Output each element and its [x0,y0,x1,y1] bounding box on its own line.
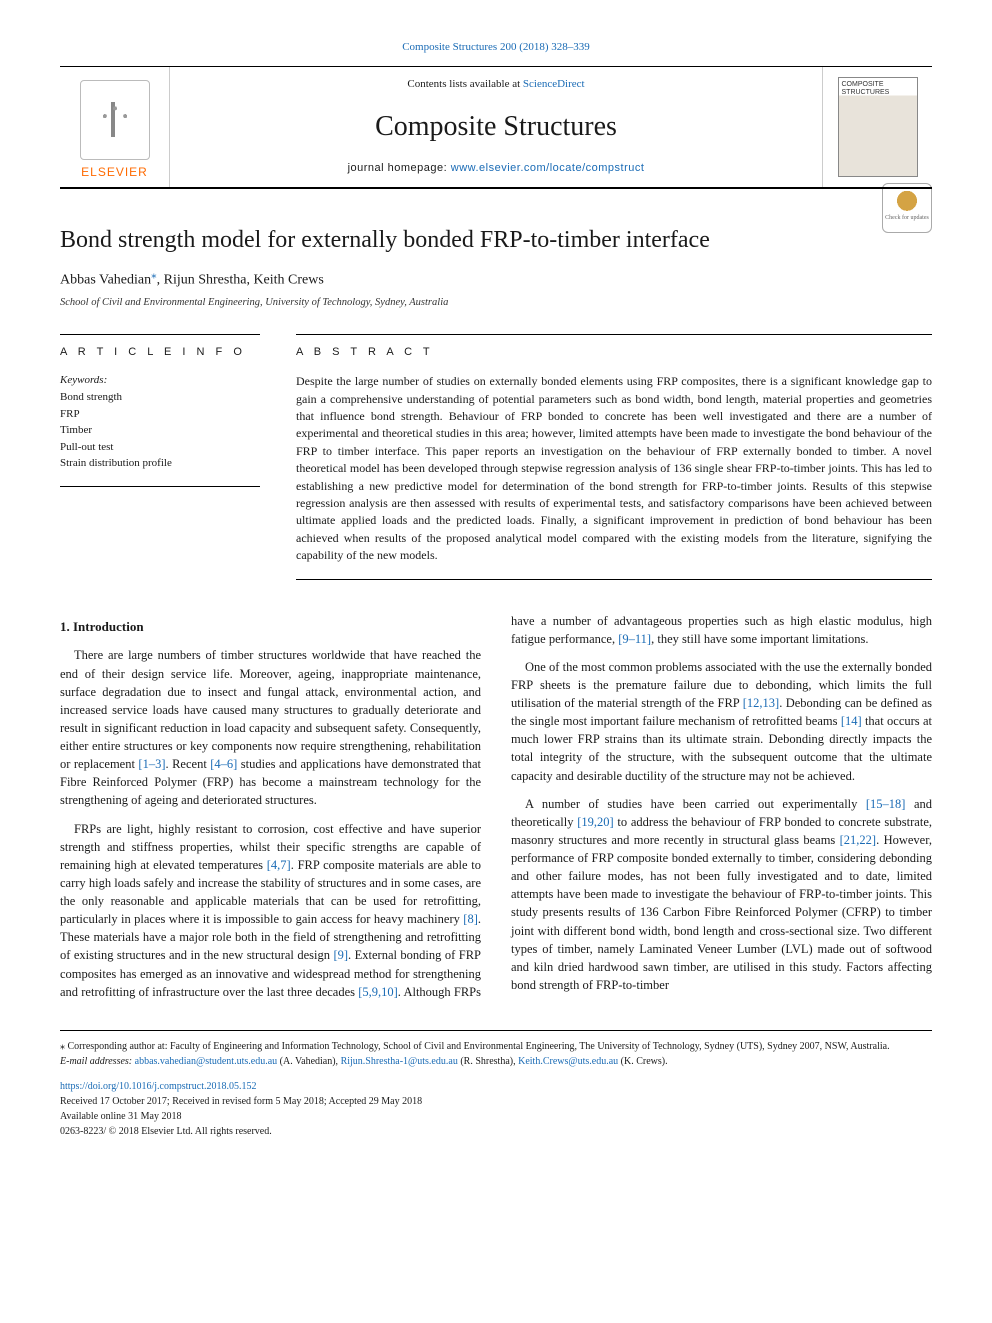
issn-copyright: 0263-8223/ © 2018 Elsevier Ltd. All righ… [60,1124,932,1139]
corresponding-author-note: ⁎ Corresponding author at: Faculty of En… [60,1039,932,1054]
keywords-list: Bond strength FRP Timber Pull-out test S… [60,389,260,472]
masthead-center: Contents lists available at ScienceDirec… [170,67,822,187]
journal-citation[interactable]: Composite Structures 200 (2018) 328–339 [60,40,932,56]
publisher-wordmark: ELSEVIER [81,164,148,181]
citation-link[interactable]: [15–18] [866,797,906,811]
authors-rest: , Rijun Shrestha, Keith Crews [157,273,324,288]
citation-link[interactable]: [8] [463,912,478,926]
homepage-prefix: journal homepage: [348,162,451,174]
keywords-label: Keywords: [60,373,260,389]
citation-link[interactable]: [5,9,10] [358,985,398,999]
citation-link[interactable]: [1–3] [138,757,165,771]
author-email-link[interactable]: Keith.Crews@uts.edu.au [518,1056,618,1067]
keyword-item: Timber [60,422,260,439]
elsevier-tree-icon [80,80,150,160]
keyword-item: Pull-out test [60,439,260,456]
body-paragraph: One of the most common problems associat… [511,658,932,785]
sciencedirect-link[interactable]: ScienceDirect [523,78,585,90]
masthead: ELSEVIER Contents lists available at Sci… [60,66,932,189]
email-addresses-line: E-mail addresses: abbas.vahedian@student… [60,1054,932,1069]
citation-link[interactable]: [4–6] [210,757,237,771]
citation-link[interactable]: [14] [841,714,862,728]
body-text: . However, performance of FRP composite … [511,833,932,992]
available-online: Available online 31 May 2018 [60,1109,932,1124]
contents-prefix: Contents lists available at [407,78,522,90]
body-text: There are large numbers of timber struct… [60,648,481,771]
citation-link[interactable]: [12,13] [743,696,779,710]
contents-available-line: Contents lists available at ScienceDirec… [170,77,822,93]
article-info-column: A R T I C L E I N F O Keywords: Bond str… [60,334,260,579]
check-for-updates-badge[interactable]: Check for updates [882,183,932,233]
journal-cover-block: COMPOSITE STRUCTURES [822,67,932,187]
author-email-link[interactable]: abbas.vahedian@student.uts.edu.au [135,1056,278,1067]
email-who: (A. Vahedian), [277,1056,340,1067]
citation-link[interactable]: [9] [333,948,348,962]
keyword-item: Strain distribution profile [60,455,260,472]
article-info-heading: A R T I C L E I N F O [60,334,260,361]
body-paragraph: A number of studies have been carried ou… [511,795,932,994]
article-title: Bond strength model for externally bonde… [60,223,932,258]
citation-link[interactable]: [19,20] [577,815,613,829]
body-text: A number of studies have been carried ou… [525,797,866,811]
author-email-link[interactable]: Rijun.Shrestha-1@uts.edu.au [341,1056,458,1067]
author-list: Abbas Vahedian⁎, Rijun Shrestha, Keith C… [60,268,932,291]
author-1[interactable]: Abbas Vahedian [60,273,151,288]
page-footer: ⁎ Corresponding author at: Faculty of En… [60,1030,932,1139]
homepage-line: journal homepage: www.elsevier.com/locat… [170,161,822,177]
article-history: Received 17 October 2017; Received in re… [60,1094,932,1109]
citation-link[interactable]: [21,22] [840,833,876,847]
article-body: 1. Introduction There are large numbers … [60,612,932,1003]
email-who: (K. Crews). [618,1056,667,1067]
body-text: over the last three decades [223,985,358,999]
affiliation: School of Civil and Environmental Engine… [60,295,932,310]
info-abstract-row: A R T I C L E I N F O Keywords: Bond str… [60,334,932,579]
abstract-heading: A B S T R A C T [296,334,932,361]
abstract-column: A B S T R A C T Despite the large number… [296,334,932,579]
body-text: , they still have some important limitat… [651,632,868,646]
keyword-item: FRP [60,406,260,423]
journal-homepage-link[interactable]: www.elsevier.com/locate/compstruct [451,162,645,174]
body-paragraph: There are large numbers of timber struct… [60,646,481,809]
journal-name: Composite Structures [170,107,822,148]
citation-link[interactable]: [9–11] [618,632,651,646]
keyword-item: Bond strength [60,389,260,406]
journal-cover-thumbnail: COMPOSITE STRUCTURES [838,77,918,177]
citation-link[interactable]: [4,7] [267,858,291,872]
email-who: (R. Shrestha), [458,1056,518,1067]
publisher-logo-block: ELSEVIER [60,67,170,187]
abstract-text: Despite the large number of studies on e… [296,373,932,579]
section-heading-introduction: 1. Introduction [60,618,481,637]
doi-link[interactable]: https://doi.org/10.1016/j.compstruct.201… [60,1081,256,1092]
email-label: E-mail addresses: [60,1056,135,1067]
body-text: . Recent [166,757,211,771]
